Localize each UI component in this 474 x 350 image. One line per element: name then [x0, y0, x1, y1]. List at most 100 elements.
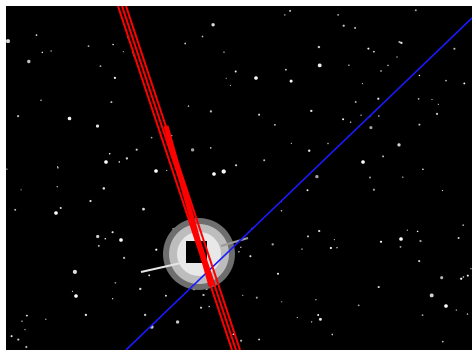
- star: [337, 14, 339, 16]
- star: [223, 51, 225, 53]
- star: [20, 189, 22, 191]
- red-trail-stroke-1: [117, 6, 233, 350]
- star: [400, 41, 403, 45]
- star: [301, 248, 303, 250]
- star: [418, 260, 421, 263]
- star: [110, 101, 113, 104]
- star: [208, 305, 210, 308]
- star: [16, 114, 20, 118]
- star: [56, 186, 58, 188]
- star: [396, 56, 398, 58]
- star: [306, 189, 309, 192]
- star: [463, 82, 466, 85]
- star: [327, 142, 329, 145]
- star: [317, 314, 320, 316]
- red-trail-core: [163, 125, 214, 287]
- star-field-canvas: [6, 6, 472, 350]
- star: [114, 281, 117, 284]
- star: [238, 251, 240, 253]
- star: [357, 304, 360, 307]
- star: [143, 313, 147, 317]
- star: [380, 70, 382, 72]
- star: [41, 51, 44, 54]
- star: [199, 306, 203, 309]
- bright-star: [254, 76, 258, 80]
- star: [379, 240, 383, 243]
- diffraction-spike-right: [220, 237, 249, 247]
- star: [281, 301, 283, 303]
- star: [445, 79, 447, 82]
- star: [155, 248, 158, 251]
- star: [398, 40, 401, 44]
- star: [306, 235, 310, 238]
- star: [67, 116, 72, 121]
- star: [336, 246, 338, 249]
- star: [111, 298, 114, 300]
- star: [84, 313, 88, 317]
- star: [453, 47, 456, 50]
- star: [308, 149, 311, 152]
- star: [263, 159, 266, 162]
- star: [96, 234, 100, 239]
- star: [118, 161, 121, 163]
- star: [416, 230, 419, 233]
- star: [102, 187, 106, 190]
- star: [164, 294, 167, 297]
- star: [209, 147, 212, 149]
- star: [342, 118, 345, 121]
- star: [377, 286, 380, 289]
- star: [112, 43, 114, 46]
- star: [56, 166, 59, 168]
- star: [441, 189, 444, 192]
- star: [6, 168, 8, 170]
- star: [35, 34, 38, 36]
- star: [57, 166, 59, 169]
- star: [437, 103, 440, 106]
- star: [221, 169, 226, 174]
- star: [89, 199, 92, 203]
- star: [329, 246, 332, 250]
- star: [296, 316, 298, 319]
- bright-star: [399, 237, 403, 241]
- bright-star: [212, 172, 216, 176]
- star: [361, 82, 364, 85]
- star: [240, 339, 243, 342]
- star: [422, 168, 424, 171]
- star: [418, 123, 421, 126]
- star: [369, 176, 371, 179]
- star: [25, 345, 28, 349]
- star: [10, 335, 13, 338]
- star: [466, 313, 469, 315]
- star: [290, 142, 293, 145]
- star: [240, 246, 242, 249]
- star: [284, 14, 286, 16]
- star: [402, 176, 404, 178]
- star: [17, 338, 20, 341]
- star: [276, 272, 280, 275]
- star: [382, 155, 385, 158]
- red-satellite-trail: [117, 6, 241, 350]
- star: [135, 148, 138, 151]
- star: [202, 293, 205, 297]
- star: [235, 164, 238, 167]
- star: [457, 236, 460, 240]
- star: [104, 237, 107, 240]
- star: [99, 65, 102, 67]
- star: [317, 63, 322, 68]
- star: [184, 42, 187, 45]
- star: [139, 287, 142, 291]
- star: [460, 277, 463, 280]
- bright-star: [74, 294, 78, 298]
- star: [150, 136, 153, 139]
- star: [229, 84, 232, 87]
- star: [97, 244, 100, 247]
- star: [225, 77, 227, 79]
- star: [397, 143, 401, 147]
- star: [24, 329, 26, 331]
- star: [315, 299, 317, 301]
- star: [234, 70, 237, 73]
- star: [111, 231, 114, 234]
- star: [414, 9, 417, 12]
- star: [348, 64, 350, 66]
